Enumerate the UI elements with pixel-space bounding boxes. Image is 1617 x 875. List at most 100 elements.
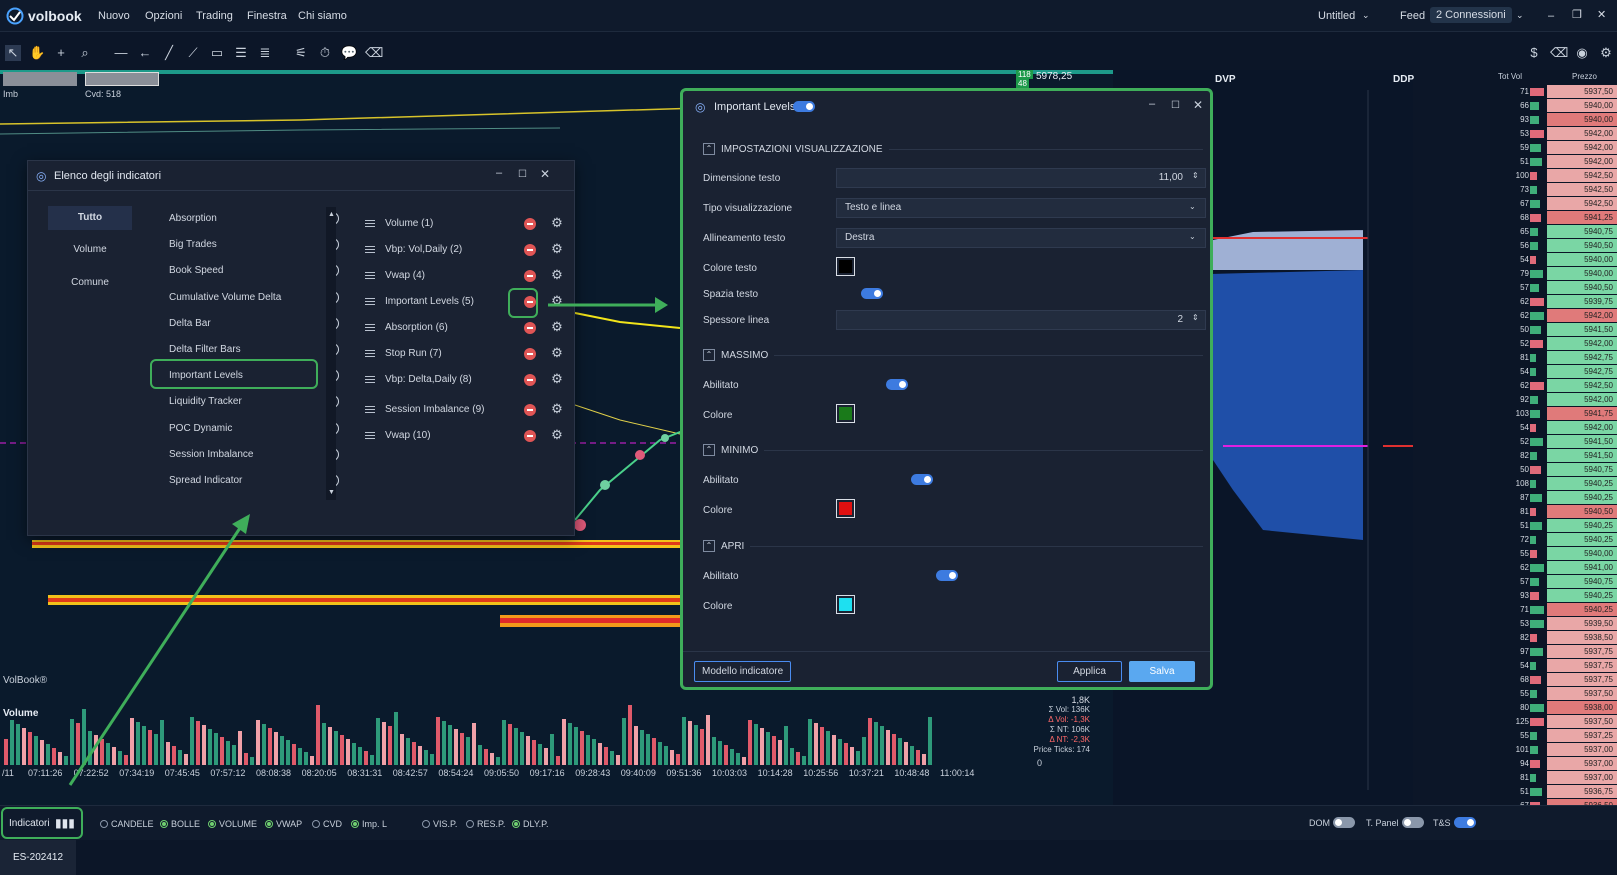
toggle-t-s[interactable]: T&S (1433, 817, 1476, 828)
chevron-up-icon[interactable]: ⌃ (703, 143, 715, 155)
ladder-row[interactable]: 79 5940,00 (1490, 267, 1617, 281)
gear-icon[interactable]: ⚙ (551, 267, 563, 282)
section-display[interactable]: ⌃ IMPOSTAZIONI VISUALIZZAZIONE (703, 143, 1203, 155)
sliders-icon[interactable]: ⚟ (295, 45, 307, 60)
radio-dot-icon[interactable] (265, 820, 273, 828)
crosshair-tool-icon[interactable]: + (57, 45, 65, 60)
line-width-input[interactable]: 2 (836, 310, 1206, 330)
ladder-row[interactable]: 52 5941,50 (1490, 435, 1617, 449)
radio-volume[interactable]: VOLUME (208, 819, 257, 829)
menu-finestra[interactable]: Finestra (247, 10, 287, 22)
ladder-row[interactable]: 97 5937,75 (1490, 645, 1617, 659)
gear-icon[interactable]: ⚙ (551, 427, 563, 442)
lines-icon[interactable]: ☰ (235, 45, 247, 60)
min-enabled-toggle[interactable] (911, 474, 934, 485)
radio-dot-icon[interactable] (160, 820, 168, 828)
ladder-row[interactable]: 82 5941,50 (1490, 449, 1617, 463)
drag-handle-icon[interactable] (365, 324, 375, 331)
available-indicator[interactable]: Cumulative Volume Delta+ (163, 286, 345, 310)
record-icon[interactable]: ◉ (1576, 45, 1588, 60)
gear-icon[interactable]: ⚙ (551, 293, 563, 308)
gear-icon[interactable]: ⚙ (551, 241, 563, 256)
apply-button[interactable]: Applica (1057, 661, 1122, 682)
active-indicator[interactable]: Vwap (10) ⚙ (361, 424, 563, 448)
toggle-switch[interactable] (1453, 817, 1476, 828)
ladder-row[interactable]: 108 5940,25 (1490, 477, 1617, 491)
max-color-swatch[interactable] (836, 404, 855, 423)
active-indicator[interactable]: Vwap (4) ⚙ (361, 264, 563, 288)
chevron-up-icon[interactable]: ⌃ (703, 540, 715, 552)
display-type-select[interactable]: Testo e linea (836, 198, 1206, 218)
menu-trading[interactable]: Trading (196, 10, 233, 22)
ladder-row[interactable]: 92 5942,00 (1490, 393, 1617, 407)
close-icon[interactable]: ✕ (540, 167, 551, 181)
model-button[interactable]: Modello indicatore (694, 661, 792, 682)
drag-handle-icon[interactable] (365, 432, 375, 439)
remove-icon[interactable] (524, 374, 536, 386)
ladder-row[interactable]: 125 5937,50 (1490, 715, 1617, 729)
ladder-row[interactable]: 54 5942,00 (1490, 421, 1617, 435)
gear-icon[interactable]: ⚙ (551, 215, 563, 230)
gear-icon[interactable]: ⚙ (551, 371, 563, 386)
ladder-row[interactable]: 57 5940,75 (1490, 575, 1617, 589)
zoom-tool-icon[interactable]: ⌕ (81, 45, 89, 60)
ladder-row[interactable]: 51 5942,00 (1490, 155, 1617, 169)
ladder-row[interactable]: 103 5941,75 (1490, 407, 1617, 421)
drag-handle-icon[interactable] (365, 376, 375, 383)
ladder-row[interactable]: 94 5937,00 (1490, 757, 1617, 771)
gear-icon[interactable]: ⚙ (551, 401, 563, 416)
symbol-tab[interactable]: ES-202412 (0, 840, 76, 875)
category-comune[interactable]: Comune (71, 277, 109, 288)
text-color-swatch[interactable] (836, 257, 855, 276)
active-indicator[interactable]: Vbp: Delta,Daily (8) ⚙ (361, 368, 563, 392)
radio-res-p[interactable]: RES.P. (466, 819, 505, 829)
radio-imp-l[interactable]: Imp. L (351, 819, 387, 829)
radio-vwap[interactable]: VWAP (265, 819, 302, 829)
restore-window-icon[interactable]: ❐ (1572, 9, 1582, 21)
drag-handle-icon[interactable] (365, 220, 375, 227)
section-min[interactable]: ⌃ MINIMO (703, 444, 1203, 456)
price-ladder[interactable]: Tot Vol Prezzo 71 5937,50 66 5940,00 93 5940,… (1490, 70, 1617, 840)
measure-icon[interactable]: ⟋ (188, 45, 198, 60)
drag-handle-icon[interactable] (365, 272, 375, 279)
drag-handle-icon[interactable] (365, 246, 375, 253)
menu-chi-siamo[interactable]: Chi siamo (298, 10, 347, 22)
toggle-t-panel[interactable]: T. Panel (1366, 817, 1424, 828)
close-window-icon[interactable]: ✕ (1597, 9, 1607, 21)
remove-icon[interactable] (524, 322, 536, 334)
ladder-row[interactable]: 50 5940,75 (1490, 463, 1617, 477)
ladder-row[interactable]: 54 5940,00 (1490, 253, 1617, 267)
available-indicator[interactable]: Absorption+ (163, 207, 345, 231)
available-indicator[interactable]: Liquidity Tracker+ (163, 390, 345, 414)
horizontal-line-icon[interactable]: — (114, 45, 128, 60)
drag-handle-icon[interactable] (365, 298, 375, 305)
ladder-row[interactable]: 81 5937,00 (1490, 771, 1617, 785)
alignment-select[interactable]: Destra (836, 228, 1206, 248)
active-indicator[interactable]: Session Imbalance (9) ⚙ (361, 398, 563, 422)
minimize-icon[interactable]: – (496, 167, 503, 179)
radio-candele[interactable]: CANDELE (100, 819, 154, 829)
active-indicator[interactable]: Vbp: Vol,Daily (2) ⚙ (361, 238, 563, 262)
radio-dot-icon[interactable] (100, 820, 108, 828)
ladder-row[interactable]: 55 5937,25 (1490, 729, 1617, 743)
radio-dot-icon[interactable] (422, 820, 430, 828)
workspace-select[interactable]: Untitled (1318, 10, 1356, 22)
ladder-row[interactable]: 81 5942,75 (1490, 351, 1617, 365)
remove-icon[interactable] (524, 244, 536, 256)
chevron-down-icon[interactable]: ⌄ (1516, 10, 1524, 20)
available-indicator[interactable]: Big Trades+ (163, 233, 345, 257)
ladder-row[interactable]: 51 5940,25 (1490, 519, 1617, 533)
ladder-row[interactable]: 71 5940,25 (1490, 603, 1617, 617)
toggle-switch[interactable] (1401, 817, 1424, 828)
ladder-row[interactable]: 68 5941,25 (1490, 211, 1617, 225)
max-enabled-toggle[interactable] (886, 379, 909, 390)
available-indicator[interactable]: Spread Indicator+ (163, 469, 345, 493)
ladder-row[interactable]: 72 5940,25 (1490, 533, 1617, 547)
indicator-enabled-toggle[interactable] (793, 101, 815, 112)
maximize-icon[interactable]: ☐ (1171, 100, 1180, 111)
ray-line-icon[interactable]: ← (138, 45, 152, 60)
radio-dot-icon[interactable] (312, 820, 320, 828)
chevron-down-icon[interactable]: ⌄ (1189, 232, 1196, 241)
gear-icon[interactable]: ⚙ (551, 319, 563, 334)
toggle-dom[interactable]: DOM (1309, 817, 1355, 828)
